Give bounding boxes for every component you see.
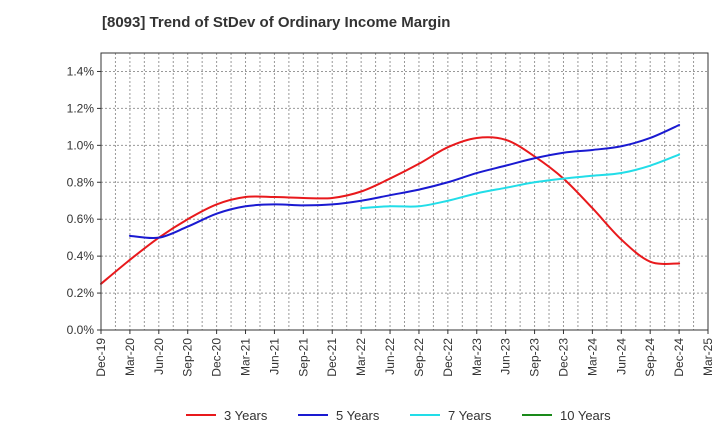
x-tick-label: Jun-21 — [267, 338, 281, 375]
x-tick-label: Dec-20 — [210, 338, 224, 377]
x-tick-label: Dec-19 — [94, 338, 108, 377]
x-tick-label: Dec-21 — [325, 338, 339, 377]
x-tick-label: Dec-23 — [556, 338, 570, 377]
series-layer — [100, 124, 681, 285]
y-axis: 0.0% 0.2% 0.4% 0.6% 0.8% 1.0% 1.2% 1.4% — [67, 64, 101, 337]
x-tick-label: Mar-24 — [585, 338, 599, 376]
x-tick-label: Sep-21 — [296, 338, 310, 377]
x-tick-label: Mar-25 — [701, 338, 715, 376]
x-tick-label: Sep-23 — [528, 338, 542, 377]
legend-label-7-years: 7 Years — [448, 408, 492, 423]
legend: 3 Years 5 Years 7 Years 10 Years — [186, 408, 611, 423]
x-tick-label: Jun-23 — [499, 338, 513, 375]
y-tick-label: 0.0% — [67, 323, 95, 337]
legend-label-10-years: 10 Years — [560, 408, 611, 423]
legend-label-5-years: 5 Years — [336, 408, 380, 423]
y-tick-label: 0.4% — [67, 249, 95, 263]
y-tick-label: 0.2% — [67, 286, 95, 300]
x-tick-label: Mar-20 — [123, 338, 137, 376]
x-tick-label: Jun-20 — [152, 338, 166, 375]
x-tick-label: Mar-23 — [470, 338, 484, 376]
x-tick-label: Sep-24 — [643, 338, 657, 377]
plot-frame — [100, 52, 709, 331]
x-tick-label: Jun-24 — [614, 338, 628, 375]
series-line-3-years — [100, 136, 681, 285]
series-line-5-years — [128, 124, 681, 240]
x-tick-label: Mar-21 — [239, 338, 253, 376]
y-tick-label: 1.4% — [67, 64, 95, 78]
y-tick-label: 0.6% — [67, 212, 95, 226]
series-line-7-years — [360, 153, 681, 210]
x-tick-label: Sep-20 — [181, 338, 195, 377]
x-tick-label: Dec-22 — [441, 338, 455, 377]
x-tick-label: Dec-24 — [672, 338, 686, 377]
y-tick-label: 0.8% — [67, 175, 95, 189]
x-tick-label: Jun-22 — [383, 338, 397, 375]
y-tick-label: 1.2% — [67, 101, 95, 115]
y-tick-label: 1.0% — [67, 138, 95, 152]
x-tick-label: Mar-22 — [354, 338, 368, 376]
x-tick-label: Sep-22 — [412, 338, 426, 377]
plot-area — [101, 53, 708, 330]
legend-label-3-years: 3 Years — [224, 408, 268, 423]
chart-title: [8093] Trend of StDev of Ordinary Income… — [102, 14, 451, 31]
x-axis: Dec-19 Mar-20 Jun-20 Sep-20 Dec-20 Mar-21 Jun-… — [94, 330, 715, 377]
